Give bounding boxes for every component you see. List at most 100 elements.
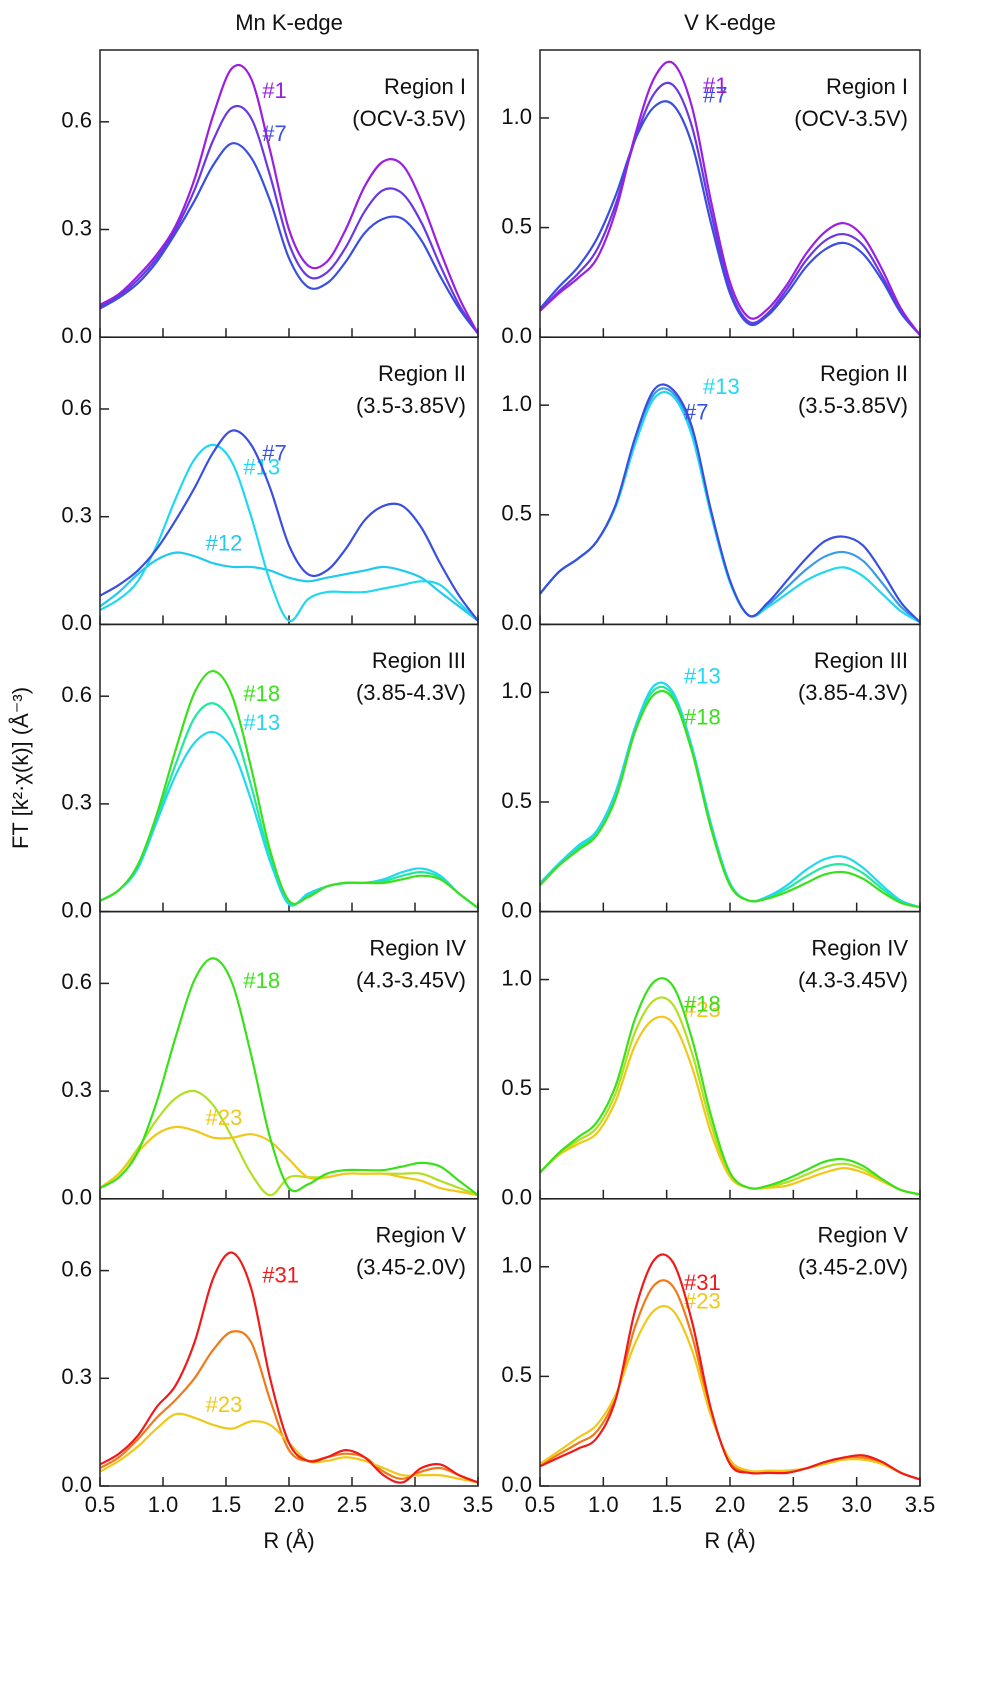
y-tick-label: 0.0 xyxy=(61,323,92,348)
series-label: #31 xyxy=(262,1262,299,1287)
region-label: Region III xyxy=(372,648,466,673)
x-tick-label: 2.0 xyxy=(274,1492,305,1517)
plot-frame xyxy=(99,1198,479,1487)
y-tick-label: 1.0 xyxy=(501,965,532,990)
y-tick-label: 0.5 xyxy=(501,213,532,238)
y-tick-label: 1.0 xyxy=(501,391,532,416)
voltage-label: (3.45-2.0V) xyxy=(798,1255,908,1280)
y-tick-label: 0.3 xyxy=(61,215,92,240)
line-series xyxy=(539,60,921,336)
voltage-label: (3.5-3.85V) xyxy=(356,393,466,418)
series-label: #23 xyxy=(206,1105,243,1130)
y-tick-label: 0.5 xyxy=(501,1075,532,1100)
series-label: #1 xyxy=(703,73,727,98)
voltage-label: (OCV-3.5V) xyxy=(352,106,466,131)
voltage-label: (4.3-3.45V) xyxy=(356,967,466,992)
line-series xyxy=(99,669,479,909)
series-label: #7 xyxy=(703,83,727,108)
line-series xyxy=(99,1089,479,1197)
y-tick-label: 0.6 xyxy=(61,395,92,420)
y-tick-label: 0.3 xyxy=(61,1364,92,1389)
line-series xyxy=(99,142,479,335)
region-label: Region IV xyxy=(811,935,908,960)
y-tick-label: 1.0 xyxy=(501,678,532,703)
line-series xyxy=(539,1304,921,1481)
x-tick-label: 1.0 xyxy=(148,1492,179,1517)
line-series xyxy=(99,443,479,623)
y-tick-label: 0.0 xyxy=(501,1472,532,1497)
x-axis-label: R (Å) xyxy=(704,1528,755,1553)
region-label: Region V xyxy=(817,1223,908,1248)
line-series xyxy=(539,383,921,623)
line-series xyxy=(99,429,479,622)
region-label: Region I xyxy=(826,74,908,99)
line-series xyxy=(99,551,479,622)
x-tick-label: 2.5 xyxy=(778,1492,809,1517)
series-label: #18 xyxy=(243,681,280,706)
y-tick-label: 0.0 xyxy=(61,610,92,635)
y-tick-label: 0.3 xyxy=(61,503,92,528)
y-tick-label: 0.5 xyxy=(501,1362,532,1387)
y-tick-label: 0.5 xyxy=(501,501,532,526)
line-series xyxy=(99,104,479,335)
series-label: #13 xyxy=(684,664,721,689)
x-tick-label: 2.0 xyxy=(715,1492,746,1517)
y-tick-label: 0.0 xyxy=(61,897,92,922)
x-tick-label: 1.0 xyxy=(588,1492,619,1517)
line-series xyxy=(99,1330,479,1484)
series-label: #18 xyxy=(684,704,721,729)
y-tick-label: 0.0 xyxy=(61,1472,92,1497)
region-label: Region III xyxy=(814,648,908,673)
series-label: #7 xyxy=(262,440,286,465)
line-series xyxy=(539,387,921,624)
series-label: #1 xyxy=(262,78,286,103)
x-axis-label: R (Å) xyxy=(263,1528,314,1553)
line-series xyxy=(539,391,921,624)
series-label: #18 xyxy=(243,968,280,993)
line-series xyxy=(539,1279,921,1481)
y-tick-label: 1.0 xyxy=(501,1253,532,1278)
x-tick-label: 0.5 xyxy=(85,1492,116,1517)
y-tick-label: 0.5 xyxy=(501,788,532,813)
series-label: #23 xyxy=(684,997,721,1022)
x-tick-label: 3.0 xyxy=(400,1492,431,1517)
x-tick-label: 3.5 xyxy=(905,1492,936,1517)
line-series xyxy=(539,689,921,909)
y-tick-label: 0.0 xyxy=(501,897,532,922)
column-title: Mn K-edge xyxy=(235,10,343,35)
series-label: #18 xyxy=(684,992,721,1017)
x-tick-label: 3.5 xyxy=(463,1492,494,1517)
x-tick-label: 0.5 xyxy=(525,1492,556,1517)
line-series xyxy=(539,685,921,909)
x-tick-label: 2.5 xyxy=(337,1492,368,1517)
y-tick-label: 0.6 xyxy=(61,108,92,133)
series-label: #31 xyxy=(684,1270,721,1295)
voltage-label: (3.45-2.0V) xyxy=(356,1255,466,1280)
series-label: #13 xyxy=(703,374,740,399)
y-tick-label: 1.0 xyxy=(501,104,532,129)
region-label: Region V xyxy=(375,1223,466,1248)
y-tick-label: 0.3 xyxy=(61,790,92,815)
line-series xyxy=(539,81,921,336)
region-label: Region I xyxy=(384,74,466,99)
series-label: #23 xyxy=(206,1392,243,1417)
region-label: Region IV xyxy=(369,935,466,960)
region-label: Region II xyxy=(378,361,466,386)
column-title: V K-edge xyxy=(684,10,776,35)
line-series xyxy=(99,957,479,1197)
series-label: #7 xyxy=(684,400,708,425)
line-series xyxy=(99,702,479,909)
line-series xyxy=(539,1253,921,1481)
plot-frame xyxy=(539,1198,921,1487)
y-axis-label: FT [k²·χ(k)] (Å⁻³) xyxy=(8,687,33,849)
line-series xyxy=(99,730,479,909)
y-tick-label: 0.0 xyxy=(501,1185,532,1210)
y-tick-label: 0.3 xyxy=(61,1077,92,1102)
y-tick-label: 0.0 xyxy=(61,1185,92,1210)
y-tick-label: 0.0 xyxy=(501,323,532,348)
x-tick-label: 3.0 xyxy=(841,1492,872,1517)
line-series xyxy=(539,100,921,336)
voltage-label: (4.3-3.45V) xyxy=(798,967,908,992)
y-tick-label: 0.6 xyxy=(61,969,92,994)
